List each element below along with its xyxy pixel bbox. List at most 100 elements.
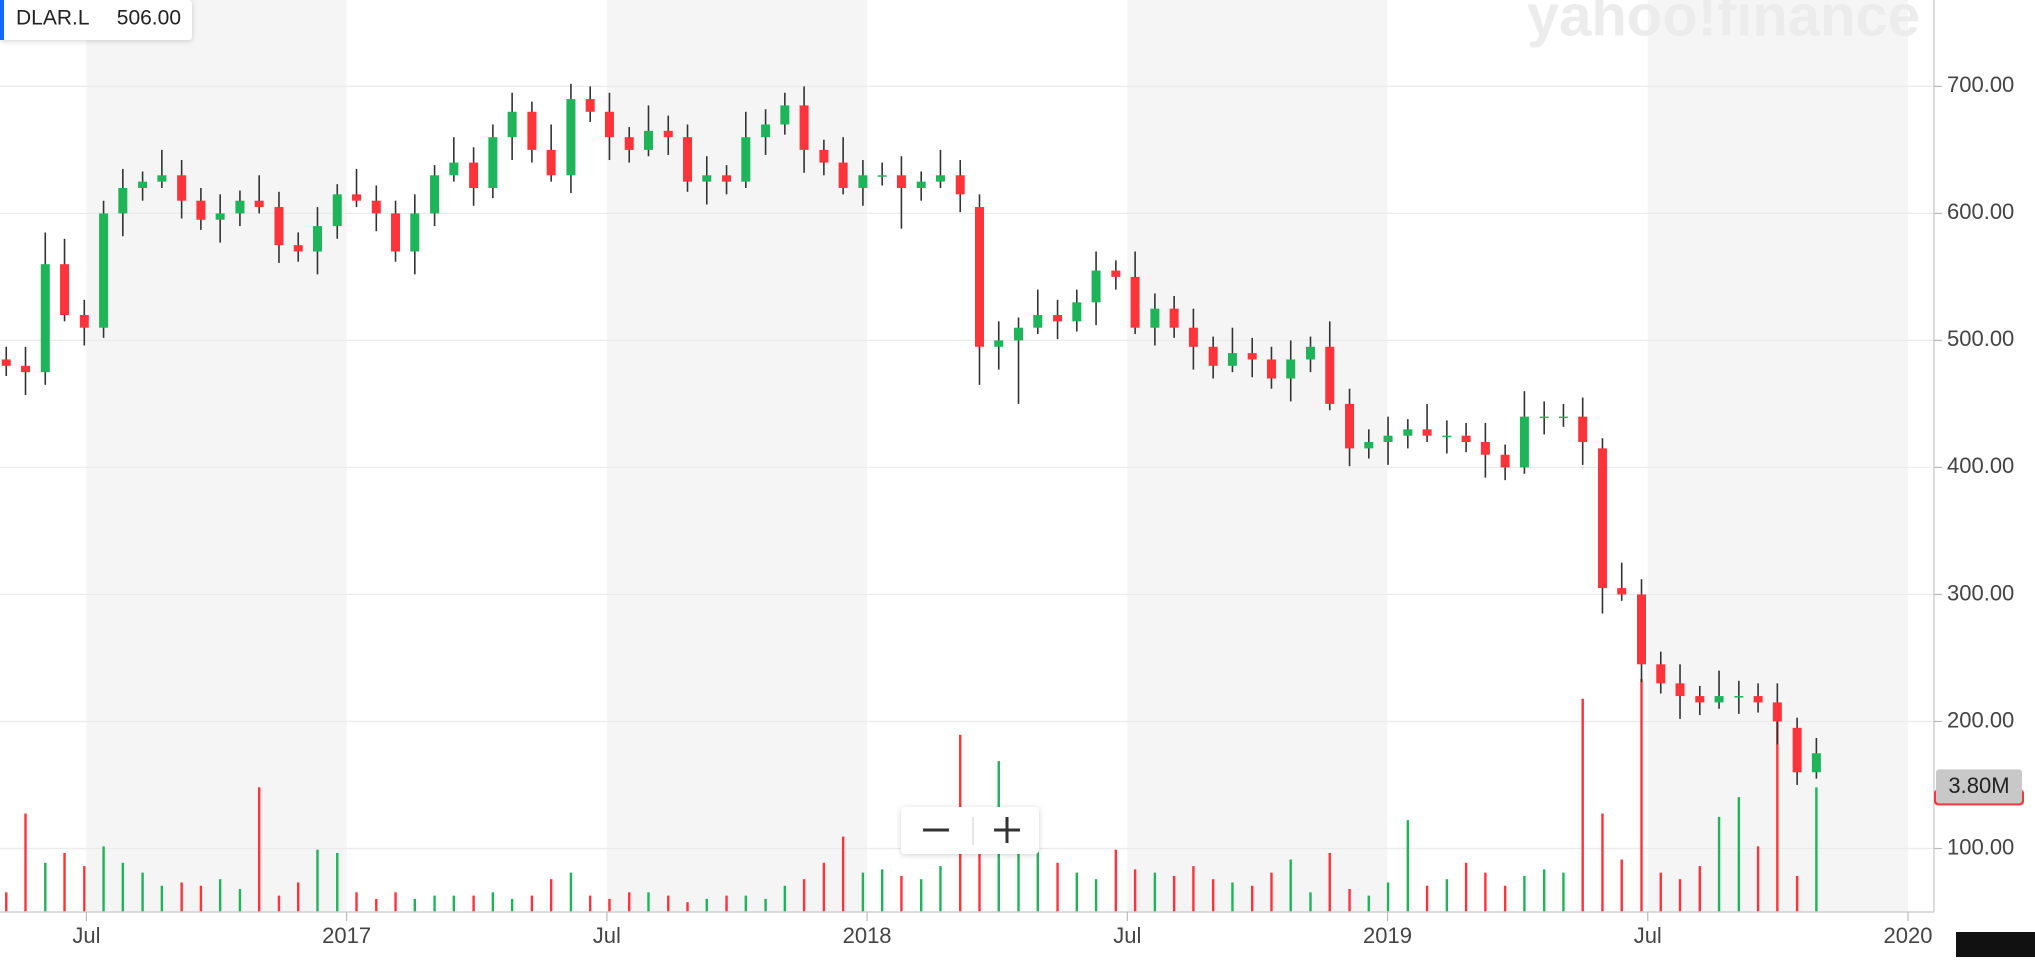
volume-bar <box>83 866 86 912</box>
volume-label-bg <box>1936 769 2022 804</box>
candle-body <box>469 162 479 188</box>
volume-bar <box>1348 889 1351 912</box>
volume-bar <box>1620 859 1623 912</box>
volume-bar <box>1114 849 1118 912</box>
x-tick-label: 2019 <box>1363 923 1412 948</box>
candle-body <box>1403 429 1413 436</box>
candle-body <box>274 207 284 246</box>
x-tick-label: 2017 <box>322 923 371 948</box>
volume-bar <box>705 898 708 912</box>
volume-bar <box>647 892 650 912</box>
y-tick-label: 200.00 <box>1947 707 2014 732</box>
volume-bar <box>472 895 475 912</box>
volume-bar <box>1445 879 1449 912</box>
volume-bar <box>1601 813 1604 912</box>
axes: 100.00 200.00 300.00 400.00 500.00 600.00 700.… <box>72 72 2024 948</box>
candle-body <box>1014 327 1024 341</box>
volume-bar <box>1795 875 1799 912</box>
candle-body <box>1753 696 1763 703</box>
volume-bar <box>667 895 670 912</box>
candle-body <box>741 137 751 182</box>
grid <box>0 85 1934 850</box>
candle-body <box>1461 435 1471 443</box>
candle-body <box>896 175 906 188</box>
readout-value: 506.00 <box>117 7 181 30</box>
volume-bar <box>1075 872 1079 912</box>
volume-bar <box>764 898 767 912</box>
volume-bar <box>1309 892 1312 912</box>
candle-body <box>1558 416 1568 419</box>
candle-body <box>624 137 634 150</box>
candle-body <box>1637 594 1647 665</box>
volume-bar <box>1406 820 1410 912</box>
volume-bar <box>1056 862 1059 912</box>
symbol: DLAR.L <box>16 7 90 30</box>
volume-bar <box>920 879 923 912</box>
volume-bar <box>1523 875 1526 912</box>
volume-bar <box>1231 882 1234 912</box>
candle-body <box>604 111 614 138</box>
watermark: yahoo!finance <box>1527 0 1920 48</box>
volume-bar <box>1425 885 1429 912</box>
candle-body <box>1811 753 1821 773</box>
volume-bar <box>199 885 203 912</box>
volume-bar <box>510 898 514 912</box>
volume-bar <box>822 862 826 912</box>
volume-bar <box>160 885 164 912</box>
y-tick-label: 500.00 <box>1947 326 2014 351</box>
candle-body <box>916 181 926 188</box>
candle-body <box>877 175 887 177</box>
candle-body <box>722 175 732 182</box>
candle-body <box>215 213 225 220</box>
candle-body <box>1111 270 1121 277</box>
readout-stripe <box>0 0 4 40</box>
volume-bar <box>491 892 495 912</box>
candle-body <box>1656 664 1666 684</box>
volume-bar <box>1737 797 1741 912</box>
candle-body <box>1247 353 1257 360</box>
candle-body <box>546 149 556 176</box>
candle-body <box>157 175 167 182</box>
candle-body <box>1539 416 1549 419</box>
candle-body <box>1053 315 1063 322</box>
y-tick-label: 400.00 <box>1947 453 2014 478</box>
volume-bar <box>841 836 845 912</box>
candles <box>1 83 1821 785</box>
candle-body <box>430 175 440 214</box>
volume-bar <box>141 872 144 912</box>
candle-body <box>99 213 109 328</box>
volume-bar <box>433 895 436 912</box>
volume-bar <box>238 889 242 912</box>
candle-body <box>761 124 771 138</box>
volume-bar <box>355 892 358 912</box>
readout-box: DLAR.L 506.00 <box>0 0 192 40</box>
volume-bar <box>452 895 456 912</box>
y-tick-label: 100.00 <box>1947 834 2014 859</box>
candle-body <box>507 111 517 138</box>
candle-body <box>371 200 381 214</box>
volume-bar <box>861 872 865 912</box>
volume-bar <box>1756 846 1760 912</box>
candle-body <box>702 175 712 182</box>
volume-bar <box>1386 882 1390 912</box>
candle-body <box>1597 448 1607 589</box>
y-tick-label: 700.00 <box>1947 72 2014 97</box>
candle-body <box>994 340 1004 347</box>
volume-label: 3.80M <box>1948 773 2009 798</box>
zoom-out[interactable] <box>901 807 970 854</box>
volume-bar <box>939 866 942 912</box>
volume-bar <box>1153 872 1157 912</box>
volume-bar <box>1211 879 1215 912</box>
candle-body <box>1033 315 1043 328</box>
candle-body <box>138 181 148 188</box>
candle-body <box>1772 702 1782 722</box>
period-band <box>1127 0 1388 912</box>
candle-body <box>312 226 322 252</box>
candle-body <box>1188 327 1198 347</box>
zoom-in[interactable] <box>973 807 1039 854</box>
volume-bar <box>628 892 631 912</box>
volume-bar <box>1464 862 1468 912</box>
volume-bar <box>1133 869 1137 912</box>
volume-bar <box>608 898 611 912</box>
